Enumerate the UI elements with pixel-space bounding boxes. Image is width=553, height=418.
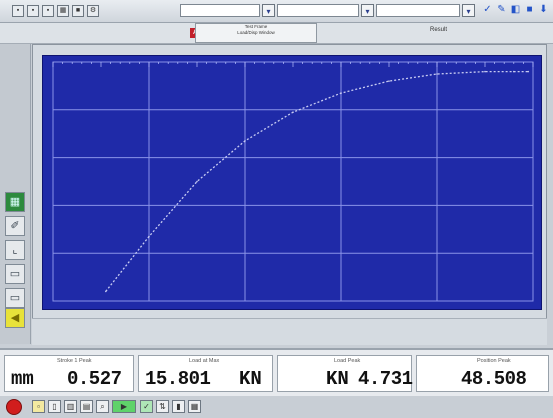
tool-icon[interactable]: ■ [526, 4, 533, 15]
readout-caption: Load at Max [189, 358, 220, 364]
select-1[interactable] [180, 4, 260, 17]
plot-area-frame [52, 61, 534, 302]
graph-tab-line: Load/Disp Window [237, 30, 275, 35]
top-toolbar: ▪ ▪ ▪ ▦ ■ ⚙ ▾ ▾ ▾ ✓ ✎ ◧ ■ ⬇ [0, 0, 553, 23]
data-point [148, 235, 150, 238]
graph-tab[interactable]: Test Frame Load/Disp Window [195, 23, 317, 43]
print-icon[interactable]: ▤ [80, 400, 93, 413]
icon-button[interactable]: ▪ [27, 5, 39, 17]
series-line-0 [105, 70, 529, 292]
zoom-icon[interactable]: ⌕ [96, 400, 109, 413]
readout-caption: Position Peak [477, 358, 511, 364]
readout-value: 4.731 [358, 368, 413, 390]
bottom-toolbar: ▫ ▯ ▥ ▤ ⌕ ▶ ✓ ⇅ ▮ ▦ [0, 396, 553, 418]
data-point [513, 70, 515, 73]
data-point [484, 70, 486, 73]
readout-load-peak: Load Peak KN 4.731 [277, 355, 413, 392]
data-point [105, 290, 107, 293]
chevron-down-icon[interactable]: ▾ [262, 4, 275, 17]
run-icon[interactable]: ▶ [112, 400, 136, 413]
readout-value: 15.801 [145, 368, 211, 390]
sort-icon[interactable]: ⇅ [156, 400, 169, 413]
readout-value: 0.527 [67, 368, 122, 390]
table-icon[interactable]: ▦ [188, 400, 201, 413]
tool-icon[interactable]: ✎ [497, 4, 506, 15]
data-point [292, 111, 294, 113]
folder-icon[interactable]: ▫ [32, 400, 45, 413]
tool-icon[interactable]: ✓ [483, 4, 492, 15]
icon-button[interactable]: ▪ [42, 5, 54, 17]
readout-unit: KN [239, 368, 262, 390]
doc-icon[interactable]: ▯ [48, 400, 61, 413]
select-2[interactable] [277, 4, 359, 17]
left-toolbar: ▦ ✐ ⌞ ▭ ▭ ◀ [0, 44, 31, 344]
tool-icon[interactable]: ◧ [510, 4, 521, 15]
graph-tab-line: Test Frame [244, 24, 268, 29]
data-point [436, 73, 438, 75]
readout-load-at-max: Load at Max 15.801 KN [138, 355, 273, 392]
load-displacement-plot[interactable] [42, 55, 542, 310]
data-point [244, 140, 246, 142]
readout-unit: mm [11, 368, 34, 390]
check-icon[interactable]: ✓ [140, 400, 153, 413]
icon-button[interactable]: ▪ [12, 5, 24, 17]
stop-icon[interactable] [6, 399, 22, 415]
readout-bar: Stroke 1 Peak mm 0.527 Load at Max 15.80… [0, 348, 553, 397]
readout-caption: Stroke 1 Peak [57, 358, 92, 364]
chart-svg [52, 61, 534, 302]
tool-icon[interactable]: ⬇ [539, 4, 548, 15]
settings-icon[interactable]: ⚙ [87, 5, 99, 17]
save-icon[interactable]: ■ [72, 5, 84, 17]
pen-icon[interactable]: ✐ [5, 216, 25, 236]
chevron-down-icon[interactable]: ▾ [361, 4, 374, 17]
chart-icon[interactable]: ▥ [64, 400, 77, 413]
data-point [196, 180, 198, 183]
page-icon[interactable]: ▭ [5, 264, 25, 284]
window-title: Result [430, 27, 448, 33]
grid-icon[interactable]: ▦ [57, 5, 69, 17]
readout-unit: KN [326, 368, 349, 390]
data-point [340, 92, 342, 94]
readout-position-peak: Position Peak 48.508 mm [416, 355, 549, 392]
data-point [388, 80, 390, 82]
select-3[interactable] [376, 4, 460, 17]
readout-value: 48.508 [461, 368, 527, 390]
readout-stroke-peak: Stroke 1 Peak mm 0.527 [4, 355, 134, 392]
data-point [527, 70, 529, 73]
grid-icon[interactable]: ▦ [5, 192, 25, 212]
chart-icon[interactable]: ⌞ [5, 240, 25, 260]
chevron-down-icon[interactable]: ▾ [462, 4, 475, 17]
readout-caption: Load Peak [334, 358, 361, 364]
chart-bar-icon[interactable]: ▮ [172, 400, 185, 413]
page-icon[interactable]: ▭ [5, 288, 25, 308]
triangle-icon[interactable]: ◀ [5, 308, 25, 328]
plot-footer [32, 318, 547, 345]
